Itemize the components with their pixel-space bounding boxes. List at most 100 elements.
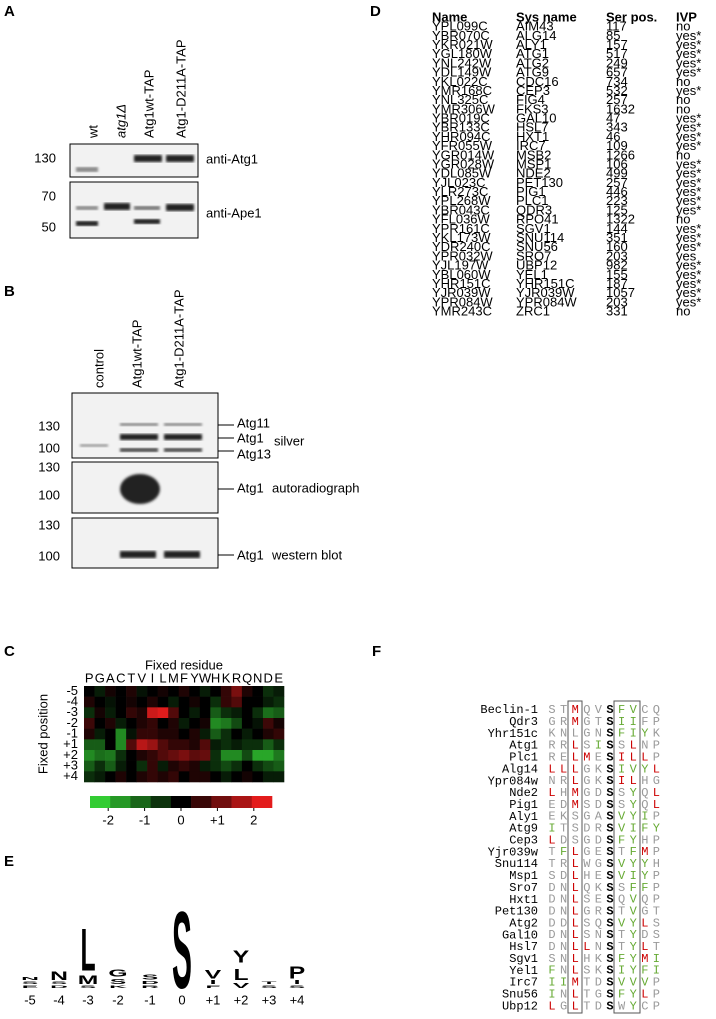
residue: S: [606, 774, 613, 788]
residue: N: [560, 727, 567, 741]
logo-letter: S: [22, 981, 39, 985]
column-label: K: [222, 670, 231, 685]
residue: T: [618, 940, 625, 954]
table-cell: YPR161C: [432, 221, 490, 236]
heatmap-cell: [189, 760, 201, 772]
table-cell: 657: [606, 65, 628, 80]
table-cell: 47: [606, 111, 620, 126]
table-cell: no: [676, 19, 690, 34]
residue: Y: [641, 727, 648, 741]
table-cell: 125: [606, 202, 628, 217]
table-cell: YFR055W: [432, 138, 493, 153]
table-cell: 85: [606, 28, 620, 43]
colorbar-label: 2: [250, 812, 257, 827]
residue: S: [548, 869, 555, 883]
table-cell: YDR240C: [432, 239, 491, 254]
logo-letter: G: [108, 967, 127, 979]
table-cell: 223: [606, 193, 628, 208]
lane-label: Atg1-D211A-TAP: [173, 39, 188, 138]
table-cell: UBP12: [516, 258, 557, 273]
band: [134, 219, 160, 224]
heatmap-cell: [199, 771, 211, 783]
heatmap-cell: [273, 696, 285, 708]
table-cell: AIM43: [516, 19, 554, 34]
row-label: +1: [63, 736, 78, 751]
table-cell: 46: [606, 129, 620, 144]
residue: S: [606, 739, 613, 753]
table-cell: YPR032W: [432, 248, 493, 263]
heatmap-cell: [147, 739, 158, 751]
heatmap-cell: [231, 707, 243, 719]
residue: R: [560, 857, 567, 871]
band-label: Atg1: [237, 547, 264, 562]
table-cell: ALG14: [516, 28, 556, 43]
sequence-name: Snu56: [502, 988, 538, 1002]
residue: A: [595, 810, 603, 824]
residue: L: [653, 786, 660, 800]
table-cell: YHR094C: [432, 129, 491, 144]
residue: S: [618, 881, 625, 895]
residue: G: [641, 905, 648, 919]
heatmap-cell: [241, 739, 253, 751]
residue: I: [641, 810, 648, 824]
band-label: Atg1: [237, 430, 264, 445]
sequence-name: Plc1: [509, 751, 538, 765]
table-cell: YHR151C: [516, 276, 575, 291]
sequence-name: Sro7: [509, 881, 538, 895]
lane-label: control: [91, 349, 106, 388]
residue: R: [560, 715, 567, 729]
residue: S: [606, 762, 613, 776]
residue: M: [572, 786, 579, 800]
residue: S: [606, 845, 613, 859]
table-cell: yes*: [676, 230, 701, 245]
colorbar-step: [90, 796, 111, 808]
table-cell: yes*: [676, 285, 701, 300]
table-cell: RPO41: [516, 212, 559, 227]
residue: T: [548, 845, 555, 859]
logo-letter: V: [233, 982, 249, 990]
residue: K: [653, 727, 661, 741]
table-cell: YNL325C: [432, 92, 488, 107]
heatmap-cell: [220, 696, 232, 708]
residue: S: [583, 798, 590, 812]
residue: D: [548, 940, 555, 954]
residue: V: [595, 703, 603, 717]
lane-label: wt: [85, 125, 100, 139]
heatmap-cell: [210, 771, 222, 783]
residue: L: [572, 952, 579, 966]
blot-label: anti-Ape1: [206, 205, 262, 220]
residue: P: [653, 810, 660, 824]
heatmap-cell: [84, 750, 95, 761]
heatmap-cell: [273, 750, 285, 761]
heatmap-cell: [210, 739, 222, 751]
marker: 130: [34, 150, 56, 165]
row-label: -1: [66, 725, 78, 740]
heatmap-cell: [136, 728, 148, 740]
logo-letter: S: [261, 985, 278, 989]
residue: F: [618, 703, 625, 717]
table-cell: YBR070C: [432, 28, 490, 43]
heatmap-cell: [136, 760, 148, 772]
residue: R: [548, 751, 555, 765]
residue: L: [548, 999, 555, 1013]
row-label: -2: [66, 715, 78, 730]
residue: V: [630, 976, 638, 990]
residue: N: [560, 928, 567, 942]
table-cell: YDL085W: [432, 166, 492, 181]
residue: N: [548, 774, 555, 788]
residue: G: [595, 857, 602, 871]
residue: Y: [630, 857, 637, 871]
heatmap-cell: [210, 718, 222, 729]
residue: Q: [653, 703, 660, 717]
colorbar-step: [211, 796, 232, 808]
heatmap-cell: [241, 707, 253, 719]
residue: Y: [630, 834, 637, 848]
residue: I: [630, 715, 637, 729]
sequence-name: Atg1: [509, 739, 538, 753]
